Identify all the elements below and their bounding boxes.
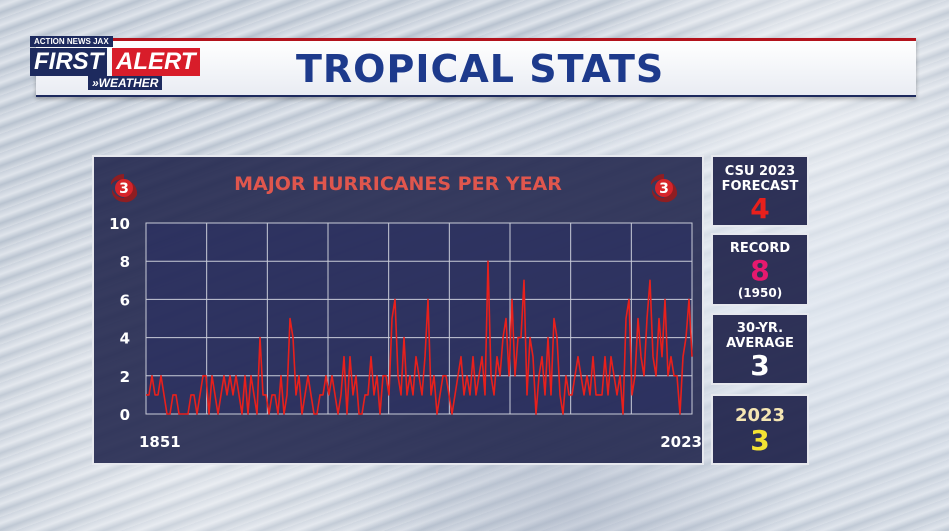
csu-forecast-label: CSU 2023 FORECAST [721, 164, 799, 194]
thirty-year-average-label: 30-YR. AVERAGE [726, 321, 794, 351]
header-banner: TROPICAL STATS [36, 38, 916, 97]
logo-first-text: FIRST [30, 48, 108, 76]
csu-forecast-box: CSU 2023 FORECAST 4 [711, 155, 809, 227]
current-year-box: 2023 3 [711, 394, 809, 465]
y-tick-label: 4 [120, 330, 130, 348]
current-year-label: 2023 [734, 405, 786, 426]
y-tick-label: 6 [120, 291, 130, 309]
page-title: TROPICAL STATS [296, 47, 665, 91]
x-tick-label: 2023 [660, 433, 702, 451]
hurricane-category-icon-right: 3 [650, 174, 678, 203]
chart-panel: 3 3 MAJOR HURRICANES PER YEAR 0 2 4 6 8 10 185… [92, 155, 704, 465]
y-tick-label: 0 [120, 406, 130, 424]
logo-alert-text: ALERT [112, 48, 200, 76]
csu-forecast-value: 4 [750, 192, 770, 225]
hurricane-category-icon-left: 3 [110, 174, 138, 203]
first-alert-weather-logo: ACTION NEWS JAX FIRST ALERT »WEATHER [30, 36, 200, 94]
record-label: RECORD [729, 241, 791, 256]
record-value: 8 [750, 254, 770, 287]
logo-weather-text: »WEATHER [88, 76, 163, 90]
icon-category-label: 3 [659, 181, 669, 197]
thirty-year-average-value: 3 [750, 349, 770, 382]
y-tick-label: 8 [120, 253, 130, 271]
current-year-value: 3 [750, 424, 770, 457]
x-tick-label: 1851 [139, 433, 181, 451]
major-hurricanes-line-chart: 0 2 4 6 8 10 1851 2023 [109, 215, 702, 451]
y-tick-label: 10 [109, 215, 130, 233]
record-box: RECORD 8 (1950) [711, 233, 809, 306]
record-year: (1950) [737, 286, 783, 300]
thirty-year-average-box: 30-YR. AVERAGE 3 [711, 313, 809, 385]
series-line [146, 260, 693, 415]
logo-station-text: ACTION NEWS JAX [30, 36, 113, 47]
chart-title: MAJOR HURRICANES PER YEAR [234, 173, 562, 195]
y-tick-label: 2 [120, 368, 130, 386]
icon-category-label: 3 [119, 181, 129, 197]
